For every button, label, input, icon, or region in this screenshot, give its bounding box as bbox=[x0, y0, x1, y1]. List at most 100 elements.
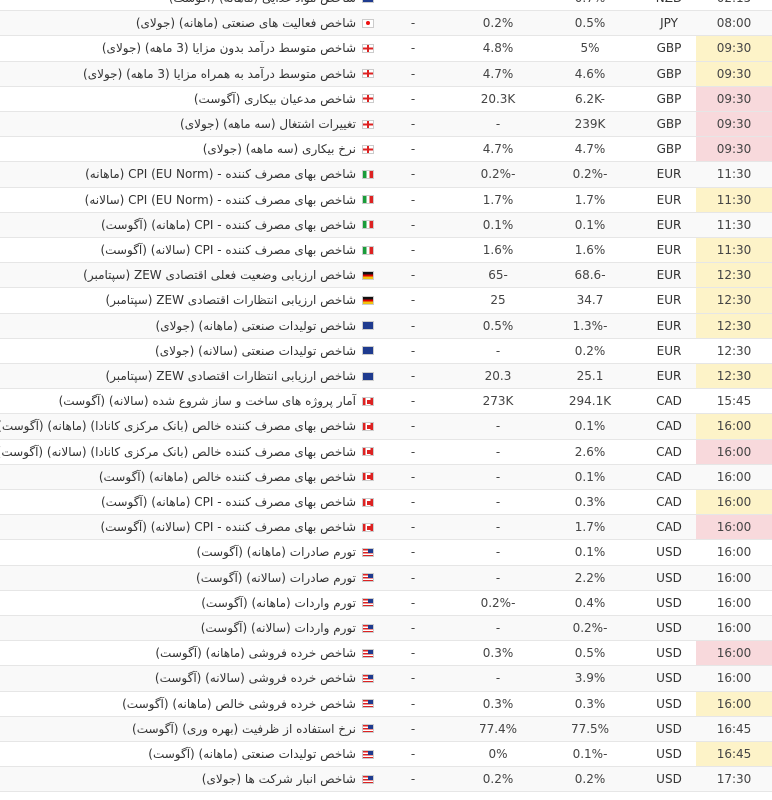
event-name[interactable]: شاخص بهای مصرف کننده - CPI (سالانه) (آگو… bbox=[100, 238, 374, 262]
table-row[interactable]: شاخص بهای مصرف کننده - CPI (ماهانه) (آگو… bbox=[0, 212, 772, 238]
flag-usd-icon bbox=[362, 774, 374, 784]
flag-eur-icon bbox=[362, 346, 374, 356]
flag-gbp-icon bbox=[362, 94, 374, 104]
event-name[interactable]: شاخص بهای مصرف کننده خالص (ماهانه) (آگوس… bbox=[99, 465, 374, 489]
forecast-value: 20.3 bbox=[484, 369, 512, 384]
event-time: 16:00 bbox=[716, 545, 752, 560]
table-row[interactable]: شاخص ارزیابی انتظارات اقتصادی ZEW (سپتام… bbox=[0, 364, 772, 390]
event-name[interactable]: شاخص بهای مصرف کننده - CPI (سالانه) (آگو… bbox=[100, 515, 374, 539]
currency-code: GBP bbox=[656, 117, 682, 132]
table-row[interactable]: شاخص خرده فروشی خالص (ماهانه) (آگوست) - 0.… bbox=[0, 691, 772, 717]
event-name[interactable]: شاخص متوسط درآمد به همراه مزایا (3 ماهه)… bbox=[83, 62, 374, 86]
table-row[interactable]: شاخص بهای مصرف کننده خالص (بانک مرکزی کا… bbox=[0, 439, 772, 465]
event-label: شاخص بهای مصرف کننده خالص (ماهانه) (آگوس… bbox=[98, 469, 356, 484]
table-row[interactable]: شاخص تولیدات صنعتی (ماهانه) (آگوست) - 0% 0.… bbox=[0, 742, 772, 768]
table-row[interactable]: تورم صادرات (سالانه) (آگوست) - - 2.2% USD 16:… bbox=[0, 565, 772, 591]
event-name[interactable]: تورم صادرات (ماهانه) (آگوست) bbox=[197, 540, 374, 564]
table-row[interactable]: شاخص فعالیت های صنعتی (ماهانه) (جولای) - 0… bbox=[0, 11, 772, 37]
event-name[interactable]: شاخص بهای مصرف کننده - CPI (EU Norm) (سا… bbox=[85, 188, 374, 212]
event-label: شاخص ارزیابی وضعیت فعلی اقتصادی ZEW (سپت… bbox=[83, 268, 356, 283]
table-row[interactable]: شاخص بهای مصرف کننده خالص (بانک مرکزی کا… bbox=[0, 414, 772, 440]
table-row[interactable]: شاخص خرده فروشی (سالانه) (آگوست) - - 3.9% US… bbox=[0, 666, 772, 692]
actual-value: 0.7% bbox=[540, 0, 640, 10]
forecast-value: 0.3% bbox=[482, 696, 514, 711]
event-name[interactable]: شاخص تولیدات صنعتی (ماهانه) (آگوست) bbox=[148, 742, 374, 766]
actual-value: 3.9% bbox=[574, 671, 606, 686]
table-row[interactable]: تورم واردات (ماهانه) (آگوست) - 0.2%- 0.4% US… bbox=[0, 590, 772, 616]
table-row[interactable]: شاخص متوسط درآمد بدون مزایا (3 ماهه) (جو… bbox=[0, 36, 772, 62]
event-name[interactable]: شاخص تولیدات صنعتی (ماهانه) (جولای) bbox=[156, 314, 374, 338]
event-name[interactable]: شاخص بهای مصرف کننده - CPI (ماهانه) (آگو… bbox=[101, 490, 374, 514]
currency-code: CAD bbox=[656, 469, 682, 484]
table-row[interactable]: آمار پروژه های ساخت و ساز شروع شده (سالا… bbox=[0, 389, 772, 415]
event-name[interactable]: شاخص خرده فروشی خالص (ماهانه) (آگوست) bbox=[122, 692, 374, 716]
event-time: 11:30 bbox=[716, 167, 752, 182]
event-name[interactable]: نرخ استفاده از ظرفیت (بهره وری) (آگوست) bbox=[132, 717, 374, 741]
currency-code: USD bbox=[656, 570, 682, 585]
table-row[interactable]: شاخص ارزیابی وضعیت فعلی اقتصادی ZEW (سپت… bbox=[0, 263, 772, 289]
event-name[interactable]: شاخص بهای مصرف کننده خالص (بانک مرکزی کا… bbox=[0, 414, 374, 438]
previous-value: - bbox=[410, 41, 416, 56]
event-name[interactable]: شاخص مواد غذایی (ماهانه) (آگوست) bbox=[169, 0, 374, 10]
event-name[interactable]: تورم واردات (ماهانه) (آگوست) bbox=[201, 591, 374, 615]
table-row[interactable]: شاخص متوسط درآمد به همراه مزایا (3 ماهه)… bbox=[0, 61, 772, 87]
table-row[interactable]: شاخص بهای مصرف کننده - CPI (ماهانه) (آگو… bbox=[0, 490, 772, 516]
table-row[interactable]: شاخص بهای مصرف کننده - CPI (سالانه) (آگو… bbox=[0, 515, 772, 541]
previous-value: - bbox=[388, 0, 438, 10]
event-name[interactable]: شاخص خرده فروشی (ماهانه) (آگوست) bbox=[155, 641, 374, 665]
event-name[interactable]: شاخص متوسط درآمد بدون مزایا (3 ماهه) (جو… bbox=[102, 36, 374, 60]
table-row[interactable]: تورم واردات (سالانه) (آگوست) - - 0.2%- USD 16… bbox=[0, 616, 772, 642]
flag-eur-icon bbox=[362, 371, 374, 381]
event-time: 09:30 bbox=[696, 36, 772, 61]
forecast-value: 20.3K bbox=[480, 91, 516, 106]
table-row[interactable]: تغییرات اشتغال (سه ماهه) (جولای) - - 239K GB… bbox=[0, 112, 772, 138]
event-time: 09:30 bbox=[696, 112, 772, 137]
table-row[interactable]: شاخص بهای مصرف کننده - CPI (سالانه) (آگو… bbox=[0, 238, 772, 264]
event-name[interactable]: شاخص فعالیت های صنعتی (ماهانه) (جولای) bbox=[136, 11, 374, 35]
forecast-value: 4.8% bbox=[482, 41, 514, 56]
flag-usd-icon bbox=[362, 749, 374, 759]
event-name[interactable]: شاخص مدعیان بیکاری (آگوست) bbox=[194, 87, 374, 111]
flag-cad-icon bbox=[362, 396, 374, 406]
event-name[interactable]: شاخص تولیدات صنعتی (سالانه) (جولای) bbox=[155, 339, 374, 363]
table-row[interactable]: نرخ بیکاری (سه ماهه) (جولای) - 4.7% 4.7% GBP… bbox=[0, 137, 772, 163]
table-row[interactable]: شاخص انبار شرکت ها (جولای) - 0.2% 0.2% USD 17… bbox=[0, 767, 772, 793]
event-name[interactable]: شاخص خرده فروشی (سالانه) (آگوست) bbox=[155, 666, 374, 690]
table-row[interactable]: شاخص تولیدات صنعتی (ماهانه) (جولای) - 0.5%… bbox=[0, 313, 772, 339]
event-name[interactable]: شاخص بهای مصرف کننده - CPI (ماهانه) (آگو… bbox=[101, 213, 374, 237]
event-name[interactable]: شاخص انبار شرکت ها (جولای) bbox=[202, 767, 374, 791]
table-row[interactable]: شاخص تولیدات صنعتی (سالانه) (جولای) - - 0.2… bbox=[0, 338, 772, 364]
currency-code: NZD bbox=[643, 0, 695, 10]
actual-value: 0.1% bbox=[574, 469, 606, 484]
event-name[interactable]: نرخ بیکاری (سه ماهه) (جولای) bbox=[203, 137, 374, 161]
event-name[interactable]: شاخص بهای مصرف کننده خالص (بانک مرکزی کا… bbox=[0, 440, 374, 464]
event-time: 16:00 bbox=[696, 439, 772, 464]
event-name[interactable]: شاخص ارزیابی انتظارات اقتصادی ZEW (سپتام… bbox=[105, 364, 374, 388]
table-row[interactable]: شاخص مدعیان بیکاری (آگوست) - 20.3K 6.2K- GBP… bbox=[0, 86, 772, 112]
currency-code: EUR bbox=[656, 293, 682, 308]
table-row[interactable]: شاخص ارزیابی انتظارات اقتصادی ZEW (سپتام… bbox=[0, 288, 772, 314]
event-name[interactable]: آمار پروژه های ساخت و ساز شروع شده (سالا… bbox=[59, 389, 374, 413]
table-row[interactable]: تورم صادرات (ماهانه) (آگوست) - - 0.1% USD 16:… bbox=[0, 540, 772, 566]
event-label: تورم واردات (ماهانه) (آگوست) bbox=[201, 595, 356, 610]
table-row[interactable]: شاخص خرده فروشی (ماهانه) (آگوست) - 0.3% 0.5… bbox=[0, 641, 772, 667]
event-name[interactable]: تغییرات اشتغال (سه ماهه) (جولای) bbox=[180, 112, 374, 136]
table-row[interactable]: شاخص مواد غذایی (ماهانه) (آگوست)--0.7%NZ… bbox=[0, 0, 772, 12]
event-label: شاخص مواد غذایی (ماهانه) (آگوست) bbox=[169, 0, 356, 5]
event-name[interactable]: تورم صادرات (سالانه) (آگوست) bbox=[196, 566, 374, 590]
event-name[interactable]: شاخص بهای مصرف کننده - CPI (EU Norm) (ما… bbox=[85, 162, 374, 186]
previous-value: - bbox=[410, 394, 416, 409]
table-row[interactable]: شاخص بهای مصرف کننده - CPI (EU Norm) (ما… bbox=[0, 162, 772, 188]
event-label: شاخص بهای مصرف کننده - CPI (EU Norm) (ما… bbox=[85, 167, 356, 182]
event-label: تورم صادرات (سالانه) (آگوست) bbox=[196, 570, 356, 585]
table-row[interactable]: نرخ استفاده از ظرفیت (بهره وری) (آگوست) -… bbox=[0, 716, 772, 742]
table-row[interactable]: شاخص بهای مصرف کننده - CPI (EU Norm) (سا… bbox=[0, 187, 772, 213]
event-name[interactable]: شاخص ارزیابی انتظارات اقتصادی ZEW (سپتام… bbox=[105, 288, 374, 312]
currency-code: USD bbox=[656, 545, 682, 560]
actual-value: 0.5% bbox=[574, 16, 606, 31]
event-name[interactable]: تورم واردات (سالانه) (آگوست) bbox=[201, 616, 374, 640]
table-row[interactable]: شاخص بهای مصرف کننده خالص (ماهانه) (آگوس… bbox=[0, 464, 772, 490]
actual-value: 4.7% bbox=[574, 142, 606, 157]
event-name[interactable]: شاخص ارزیابی وضعیت فعلی اقتصادی ZEW (سپت… bbox=[83, 263, 374, 287]
